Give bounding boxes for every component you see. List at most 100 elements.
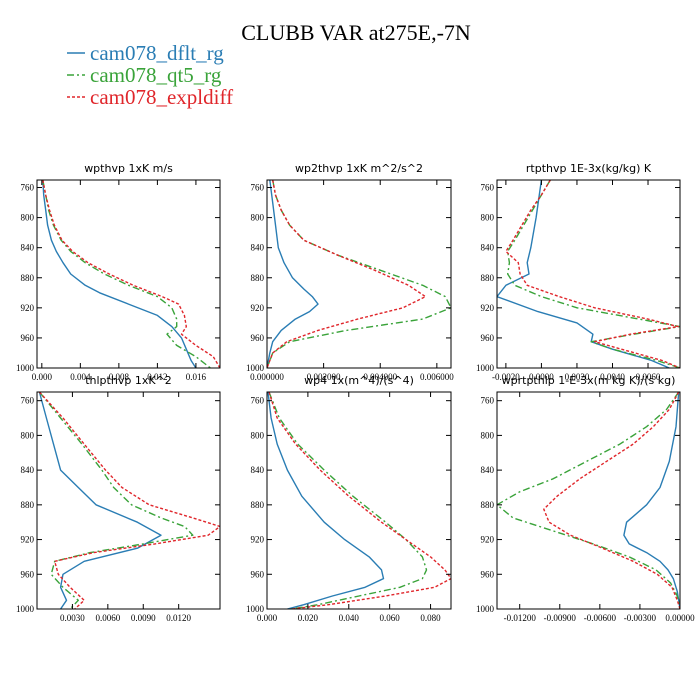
panel-1-xtick-label-3: 0.006000: [420, 372, 454, 382]
panel-1-ytick-label-2: 840: [251, 243, 265, 253]
panel-4-ytick-label-4: 920: [251, 535, 265, 545]
panel-2-series-qt5: [507, 180, 680, 368]
panel-3-ytick-label-4: 920: [21, 535, 35, 545]
panel-3-ytick-label-3: 880: [21, 500, 35, 510]
panel-0-xtick-label-2: 0.008: [109, 372, 130, 382]
panel-3-ytick-label-0: 760: [21, 396, 35, 406]
panel-0-ytick-label-4: 920: [21, 303, 35, 313]
panel-0: wpthvp 1xK m/s76080084088092096010000.00…: [16, 162, 221, 382]
panel-5-frame: [496, 391, 681, 610]
panel-1-ytick-label-3: 880: [251, 273, 265, 283]
panel-0-ytick-label-1: 800: [21, 213, 35, 223]
panel-0-series-dflt: [42, 180, 197, 368]
panel-2-ytick-label-3: 880: [481, 273, 495, 283]
legend-label-0: cam078_dflt_rg: [90, 41, 224, 65]
panel-4-series-dflt: [267, 392, 385, 609]
panel-4: wp4 1x(m^4)/(s^4) 760 800 840 880 920 960 1000 0…: [246, 374, 452, 623]
panel-0-xtick-label-0: 0.000: [32, 372, 53, 382]
panel-1-series-group: [267, 180, 451, 368]
panel-0-ytick-label-3: 880: [21, 273, 35, 283]
legend: cam078_dflt_rgcam078_qt5_rgcam078_expldi…: [67, 41, 233, 109]
panel-4-ytick-label-2: 840: [251, 465, 265, 475]
panel-4-xtick-label-2: 0.040: [339, 613, 360, 623]
panel-3-xtick-label-3: 0.0120: [166, 613, 191, 623]
panel-title-0: wpthvp 1xK m/s: [84, 162, 173, 175]
panel-5-ytick-label-3: 880: [481, 500, 495, 510]
panel-1-ytick-label-6: 1000: [246, 363, 265, 373]
panel-3-ytick-label-5: 960: [21, 569, 35, 579]
panel-1-ytick-label-5: 960: [251, 333, 265, 343]
panel-title-2: rtpthvp 1E-3x(kg/kg) K: [526, 162, 652, 175]
panel-5-xtick-label-2: -0.00600: [584, 613, 617, 623]
panel-4-frame: [266, 391, 452, 610]
panel-2-ytick-label-0: 760: [481, 183, 495, 193]
panel-5-series-dflt: [623, 392, 680, 609]
panel-title-3: thlpthvp 1xK^2: [85, 374, 172, 387]
panel-3-xtick-label-2: 0.0090: [131, 613, 156, 623]
panel-3-frame: [36, 391, 221, 610]
panel-1-ytick-label-0: 760: [251, 183, 265, 193]
panel-5-series-expldiff: [543, 392, 680, 609]
panel-4-ytick-label-3: 880: [251, 500, 265, 510]
panel-0-series-expldiff: [42, 180, 220, 368]
panel-0-frame: [36, 179, 221, 369]
panel-1-series-qt5: [267, 180, 451, 368]
panel-5-ytick-label-4: 920: [481, 535, 495, 545]
panel-4-ytick-label-5: 960: [251, 569, 265, 579]
panel-5-series-qt5: [497, 392, 680, 609]
panel-5-xtick-label-1: -0.00900: [544, 613, 577, 623]
panel-3-series-expldiff: [38, 392, 220, 609]
panel-5-ytick-label-2: 840: [481, 465, 495, 475]
panel-5-ytick-label-6: 1000: [476, 604, 495, 614]
legend-label-1: cam078_qt5_rg: [90, 63, 222, 87]
panel-5-xtick-label-0: -0.01200: [504, 613, 537, 623]
panel-2-ytick-label-6: 1000: [476, 363, 495, 373]
panel-4-series-group: [267, 392, 451, 609]
panel-2-xtick-label-1: 0.0000: [529, 372, 554, 382]
panel-4-xtick-label-1: 0.020: [298, 613, 319, 623]
panel-5-ytick-label-5: 960: [481, 569, 495, 579]
panel-1-series-expldiff: [267, 180, 427, 368]
panel-1-xtick-label-1: 0.002000: [307, 372, 341, 382]
panel-1-ytick-label-1: 800: [251, 213, 265, 223]
panel-1-ytick-label-4: 920: [251, 303, 265, 313]
panel-3-ytick-label-6: 1000: [16, 604, 35, 614]
panel-4-series-qt5: [268, 392, 428, 609]
panel-3-series-dflt: [38, 392, 162, 609]
panels-grid: wpthvp 1xK m/s76080084088092096010000.00…: [16, 162, 695, 623]
panel-5-ytick-label-1: 800: [481, 430, 495, 440]
panel-0-ytick-label-5: 960: [21, 333, 35, 343]
panel-2-series-group: [497, 180, 680, 368]
panel-4-xtick-label-3: 0.060: [380, 613, 401, 623]
panel-2-xtick-label-0: -0.0020: [492, 372, 520, 382]
panel-3: thlpthvp 1xK^2 760 800 840 880 920 960 1000 0.00…: [16, 374, 221, 623]
legend-label-2: cam078_expldiff: [90, 85, 233, 109]
panel-2-ytick-label-2: 840: [481, 243, 495, 253]
panel-4-ytick-label-1: 800: [251, 430, 265, 440]
panel-4-ytick-label-6: 1000: [246, 604, 265, 614]
panel-1-frame: [266, 179, 452, 369]
panel-2-ytick-label-4: 920: [481, 303, 495, 313]
panel-2-xtick-label-2: 0.0020: [565, 372, 590, 382]
panel-title-5: wprtpthlp 1-E-3x(m kg K)/(s kg): [502, 374, 676, 387]
panel-1-xtick-label-0: 0.000000: [250, 372, 284, 382]
panel-1: wp2thvp 1xK m^2/s^2 760 800 840 880 920 960 100…: [246, 162, 454, 382]
panel-title-1: wp2thvp 1xK m^2/s^2: [295, 162, 423, 175]
panel-2-ytick-label-5: 960: [481, 333, 495, 343]
panel-5: wprtpthlp 1-E-3x(m kg K)/(s kg) 760 800 840…: [476, 374, 695, 623]
panel-3-xtick-label-1: 0.0060: [95, 613, 120, 623]
panel-5-ytick-label-0: 760: [481, 396, 495, 406]
panel-0-ytick-label-0: 760: [21, 183, 35, 193]
panel-0-series-group: [42, 180, 220, 368]
panel-3-series-group: [38, 392, 220, 609]
panel-1-series-dflt: [267, 180, 319, 368]
panel-4-ytick-label-0: 760: [251, 396, 265, 406]
panel-0-ytick-label-6: 1000: [16, 363, 35, 373]
panel-0-xtick-label-1: 0.004: [70, 372, 91, 382]
panel-3-series-qt5: [38, 392, 194, 609]
panel-title-4: wp4 1x(m^4)/(s^4): [304, 374, 414, 387]
panel-3-xtick-label-0: 0.0030: [60, 613, 85, 623]
panel-3-ytick-label-1: 800: [21, 430, 35, 440]
panel-4-xtick-label-4: 0.080: [420, 613, 441, 623]
